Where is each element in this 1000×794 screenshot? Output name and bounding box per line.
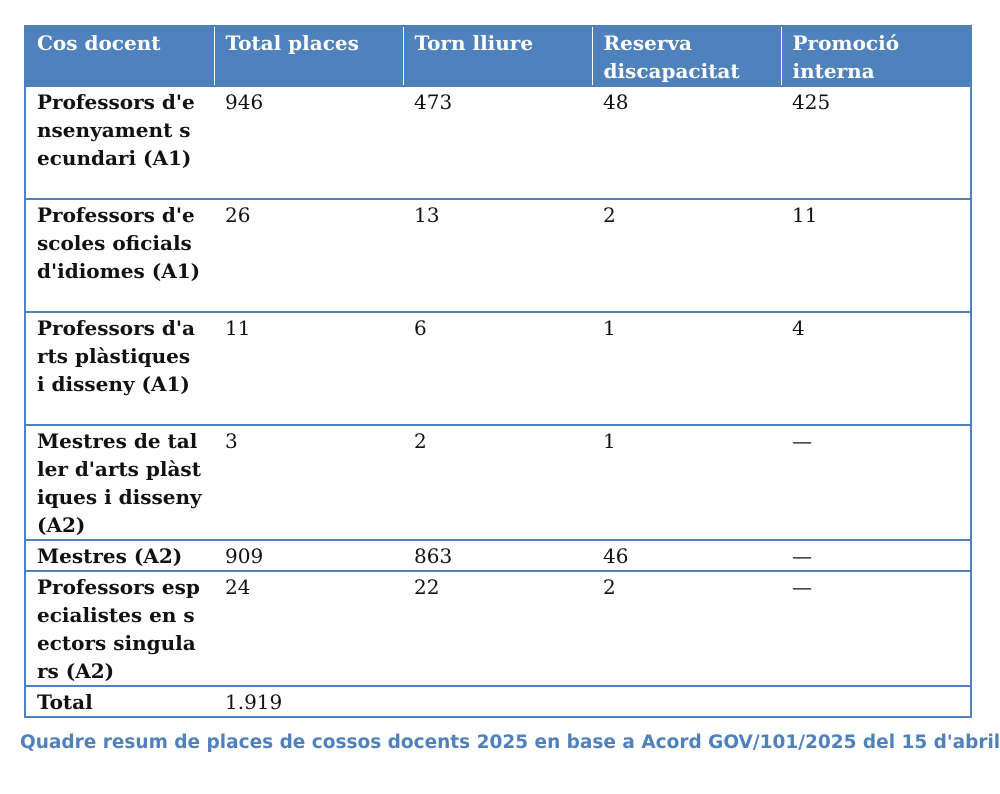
table-container: Cos docent Total places Torn lliure Rese… bbox=[24, 25, 972, 718]
table-caption: Quadre resum de places de cossos docents… bbox=[20, 732, 1000, 753]
cell-torn-lliure: 13 bbox=[403, 198, 592, 312]
cell-reserva-discapacitat: 1 bbox=[592, 424, 781, 540]
header-torn-lliure: Torn lliure bbox=[402, 26, 592, 86]
cell-promocio-interna: — bbox=[781, 539, 971, 571]
places-table: Cos docent Total places Torn lliure Rese… bbox=[24, 25, 972, 718]
row-label: Mestres (A2) bbox=[25, 539, 214, 571]
cell-promocio-interna: 4 bbox=[781, 311, 971, 425]
cell-reserva-discapacitat: 2 bbox=[592, 198, 781, 312]
cell-torn-lliure: 863 bbox=[403, 539, 592, 571]
cell-total-places: 3 bbox=[214, 424, 403, 540]
row-label: Professors d'escoles oficials d'idiomes … bbox=[25, 198, 214, 312]
header-total-places: Total places bbox=[213, 26, 403, 86]
cell-reserva-discapacitat: 46 bbox=[592, 539, 781, 571]
cell-empty bbox=[403, 685, 592, 717]
cell-reserva-discapacitat: 2 bbox=[592, 570, 781, 686]
cell-reserva-discapacitat: 48 bbox=[592, 85, 781, 199]
cell-torn-lliure: 6 bbox=[403, 311, 592, 425]
table-row: Professors d'escoles oficials d'idiomes … bbox=[25, 198, 971, 312]
table-row: Professors d'ensenyament secundari (A1) … bbox=[25, 85, 971, 199]
row-label: Professors d'arts plàstiques i disseny (… bbox=[25, 311, 214, 425]
table-row: Professors especialistes en sectors sing… bbox=[25, 570, 971, 686]
header-promocio-interna: Promoció interna bbox=[780, 26, 971, 86]
cell-total-places: 946 bbox=[214, 85, 403, 199]
cell-total-places: 24 bbox=[214, 570, 403, 686]
total-value: 1.919 bbox=[214, 685, 403, 717]
table-row: Mestres (A2) 909 863 46 — bbox=[25, 539, 971, 571]
cell-promocio-interna: — bbox=[781, 570, 971, 686]
cell-total-places: 909 bbox=[214, 539, 403, 571]
row-label: Mestres de taller d'arts plàstiques i di… bbox=[25, 424, 214, 540]
cell-total-places: 11 bbox=[214, 311, 403, 425]
header-row: Cos docent Total places Torn lliure Rese… bbox=[25, 26, 971, 86]
header-cos-docent: Cos docent bbox=[25, 26, 214, 86]
row-label: Professors especialistes en sectors sing… bbox=[25, 570, 214, 686]
total-row: Total 1.919 bbox=[25, 685, 971, 717]
cell-empty bbox=[592, 685, 781, 717]
cell-torn-lliure: 22 bbox=[403, 570, 592, 686]
cell-empty bbox=[781, 685, 971, 717]
table-row: Professors d'arts plàstiques i disseny (… bbox=[25, 311, 971, 425]
cell-torn-lliure: 473 bbox=[403, 85, 592, 199]
cell-promocio-interna: — bbox=[781, 424, 971, 540]
cell-reserva-discapacitat: 1 bbox=[592, 311, 781, 425]
total-label: Total bbox=[25, 685, 214, 717]
cell-total-places: 26 bbox=[214, 198, 403, 312]
table-row: Mestres de taller d'arts plàstiques i di… bbox=[25, 424, 971, 540]
header-reserva-discapacitat: Reserva discapacitat bbox=[591, 26, 781, 86]
row-label: Professors d'ensenyament secundari (A1) bbox=[25, 85, 214, 199]
cell-torn-lliure: 2 bbox=[403, 424, 592, 540]
cell-promocio-interna: 425 bbox=[781, 85, 971, 199]
cell-promocio-interna: 11 bbox=[781, 198, 971, 312]
